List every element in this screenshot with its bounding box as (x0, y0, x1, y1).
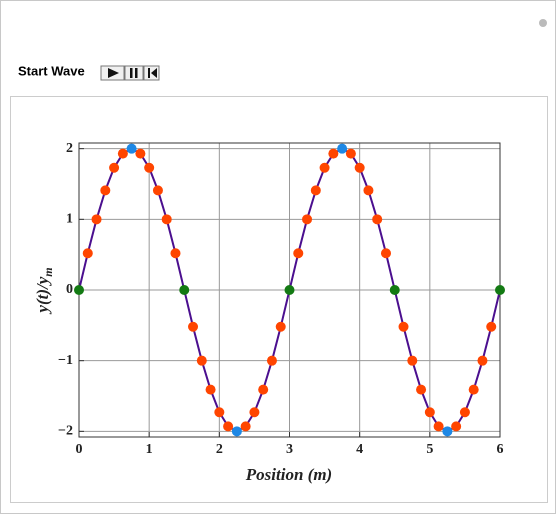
wave-point (179, 285, 190, 295)
wave-point (302, 214, 313, 225)
wave-point (284, 285, 295, 295)
wave-point (240, 421, 251, 432)
y-axis-label-main: y(t)/y (33, 276, 52, 314)
y-tick-label: −1 (58, 353, 73, 368)
wave-point (205, 384, 216, 395)
wave-point (380, 248, 391, 259)
wave-point (319, 162, 330, 173)
y-axis-label-sub: m (41, 267, 55, 276)
wave-point (328, 148, 339, 159)
x-tick-label: 1 (146, 442, 153, 457)
wave-point (275, 321, 286, 332)
options-button[interactable] (539, 19, 547, 27)
reset-button[interactable] (143, 65, 160, 81)
wave-point (100, 185, 111, 196)
x-tick-label: 2 (216, 442, 223, 457)
wave-point (74, 285, 84, 295)
wave-point (477, 355, 488, 366)
wave-point (170, 248, 181, 259)
wave-point (372, 214, 383, 225)
wave-point (126, 143, 137, 154)
wave-point (117, 148, 128, 159)
wave-point (223, 421, 234, 432)
plot-pane (10, 96, 548, 503)
wave-point (135, 148, 146, 159)
wave-point (345, 148, 356, 159)
wave-point (363, 185, 374, 196)
wave-point (144, 162, 155, 173)
wave-point (451, 421, 462, 432)
wave-point (82, 248, 93, 259)
wave-point (231, 426, 242, 437)
wave-point (91, 214, 102, 225)
x-tick-label: 0 (76, 442, 83, 457)
x-tick-label: 6 (497, 442, 504, 457)
wave-point (161, 214, 172, 225)
wave-point (424, 407, 435, 418)
x-axis-label: Position (m) (245, 465, 332, 484)
y-tick-label: 1 (66, 212, 73, 227)
x-tick-label: 4 (356, 442, 363, 457)
wave-point (152, 185, 163, 196)
wave-point (214, 407, 225, 418)
wave-point (468, 384, 479, 395)
wave-point (337, 143, 348, 154)
wave-point (188, 321, 199, 332)
wave-point (109, 162, 120, 173)
wave-point (486, 321, 497, 332)
play-button[interactable] (100, 65, 125, 81)
wave-point (398, 321, 409, 332)
wave-point (249, 407, 260, 418)
control-label: Start Wave (18, 63, 85, 78)
y-tick-label: 2 (66, 141, 73, 156)
y-axis-label: y(t)/ym (33, 267, 55, 314)
y-tick-label: 0 (66, 282, 73, 297)
wave-point (433, 421, 444, 432)
wave-point (293, 248, 304, 259)
wave-point (495, 285, 505, 295)
wave-point (196, 355, 207, 366)
wave-point (310, 185, 321, 196)
pause-button[interactable] (124, 65, 144, 81)
y-tick-label: −2 (58, 424, 73, 439)
wave-point (389, 285, 400, 295)
x-tick-label: 5 (426, 442, 433, 457)
wave-point (354, 162, 365, 173)
x-tick-label: 3 (286, 442, 293, 457)
wave-point (407, 355, 418, 366)
plot: 0 1 2 3 4 5 6 −2 −1 0 1 2 (58, 141, 505, 457)
wave-point (266, 355, 277, 366)
wave-point (416, 384, 427, 395)
wave-point (258, 384, 269, 395)
wave-point (442, 426, 453, 437)
wave-point (459, 407, 470, 418)
